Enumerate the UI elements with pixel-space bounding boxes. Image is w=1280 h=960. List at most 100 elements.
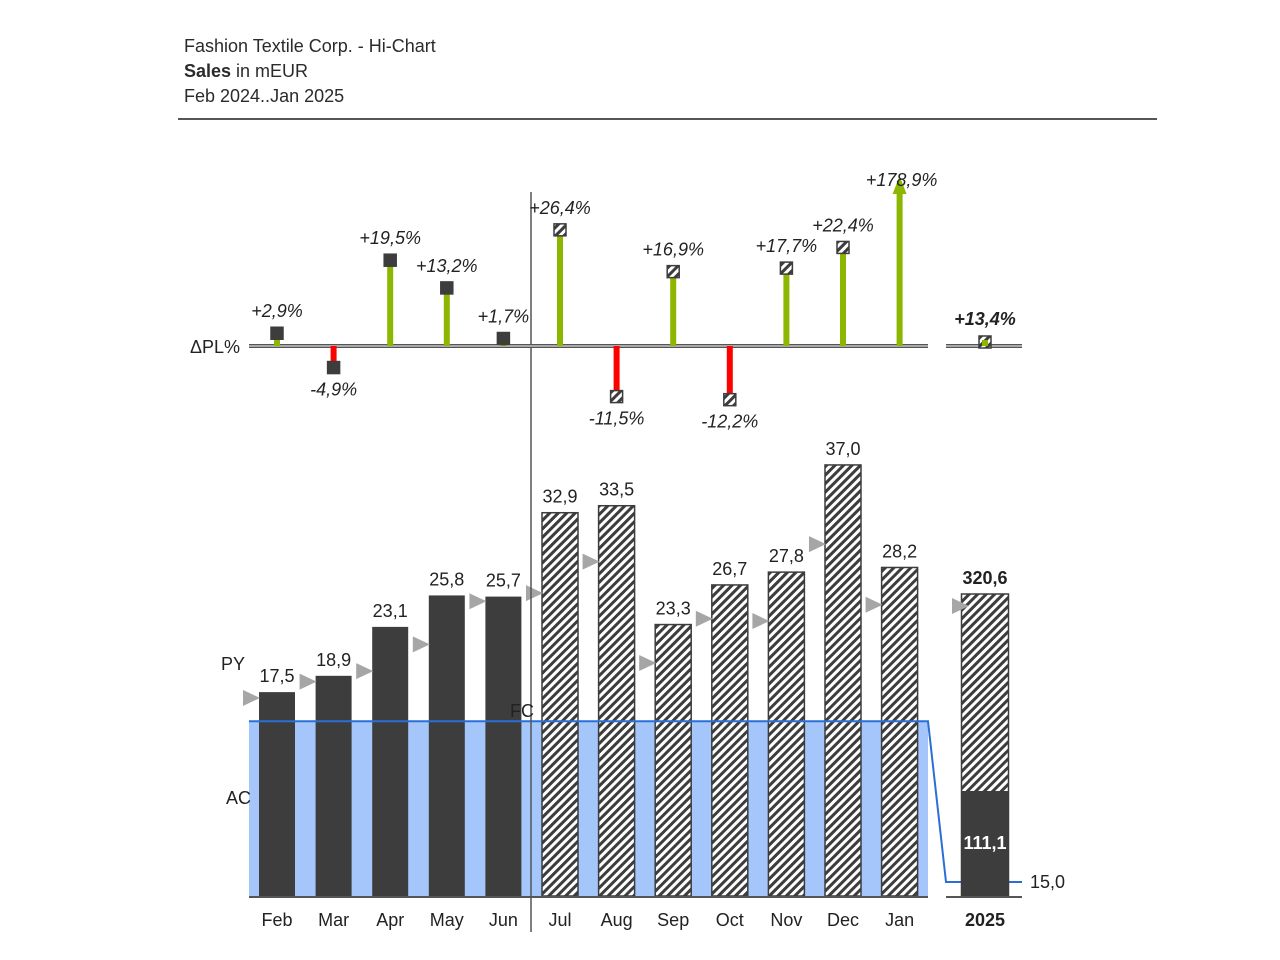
bar-value-label: 32,9 [542,487,577,507]
bar-value-label: 18,9 [316,650,351,670]
delta-clipped-arrow [892,176,907,194]
py-marker [469,593,487,610]
delta-pin-head [383,253,397,267]
bar-value-label: 23,3 [656,599,691,619]
delta-pin-head [440,281,454,295]
delta-pin-head [326,360,341,375]
x-tick-label: Mar [318,910,349,930]
py-marker [526,585,543,602]
delta-value-label: -12,2% [701,412,758,432]
delta-value-label: +19,5% [359,228,421,248]
actual-bar [372,626,409,896]
actual-bar [485,596,522,896]
bar-value-label: 37,0 [825,439,860,459]
delta-pin-head [496,331,511,346]
x-tick-label: May [430,910,464,930]
py-marker [695,610,713,627]
actual-bar [259,692,295,896]
bar-value-label: 17,5 [259,666,294,686]
delta-value-label: +17,7% [756,236,818,256]
forecast-bar [711,584,749,897]
period-label: Feb 2024..Jan 2025 [184,86,345,106]
delta-pin [613,346,620,397]
py-marker [752,613,770,630]
chart-header: Fashion Textile Corp. - Hi-Chart Sales i… [184,34,436,109]
measure-line: Sales in mEUR [184,59,436,84]
total-actual-bar [961,791,1009,896]
total-py-marker [952,598,969,614]
x-tick-label: Aug [601,910,633,930]
forecast-bar [880,566,919,897]
x-tick-label: Jul [548,910,571,930]
forecast-bar [541,511,579,897]
delta-pin [443,287,450,346]
py-marker [243,689,260,706]
x-tick-label: Sep [657,910,689,930]
company-title: Fashion Textile Corp. - Hi-Chart [184,36,436,56]
x-tick-label: Oct [716,910,744,930]
delta-pin [840,247,846,346]
delta-pin-head [723,392,737,407]
measure-unit: in mEUR [231,61,309,81]
bar-value-label: 25,7 [486,571,521,591]
bar-value-label: 26,7 [712,559,747,579]
py-marker [356,663,374,680]
bar-value-label: 25,8 [429,569,464,589]
delta-value-label: +2,9% [251,301,303,321]
x-tick-label: Jan [885,910,914,930]
py-marker [809,536,826,553]
forecast-bar [767,571,806,897]
forecast-bar [824,464,862,897]
fc-label: FC [510,701,534,721]
total-value-label: 320,6 [962,568,1007,588]
level-value-label: 15,0 [1030,872,1065,892]
measure-name: Sales [184,61,232,81]
delta-pin [783,268,790,346]
delta-value-label: +16,9% [642,240,704,260]
x-tick-label: Jun [489,910,518,930]
delta-pin [557,229,563,346]
delta-pin [896,194,903,346]
py-marker [412,636,430,653]
delta-value-label: +178,9% [866,170,938,190]
total-delta-label: +13,4% [954,309,1016,329]
delta-pin [670,271,677,346]
delta-pin-head [609,389,624,404]
delta-value-label: -11,5% [589,409,645,429]
bar-value-label: 27,8 [769,546,804,566]
total-tick-label: 2025 [965,910,1005,930]
py-marker [865,596,883,613]
bar-value-label: 33,5 [599,480,634,500]
delta-axis-label: ΔPL% [190,337,240,357]
py-marker [639,655,657,671]
x-tick-label: Feb [261,910,292,930]
py-marker [299,673,317,690]
delta-pin [330,346,337,368]
actual-bar [315,675,352,896]
delta-pin-head [836,240,850,255]
delta-pin-head [779,261,794,275]
forecast-bar [597,504,636,897]
x-tick-label: Nov [770,910,802,930]
py-marker [582,553,600,570]
ac-label: AC [226,788,251,808]
delta-pin [387,260,394,346]
delta-value-label: +13,2% [416,256,478,276]
delta-value-label: +22,4% [812,215,874,235]
delta-pin [726,346,733,400]
forecast-bar [654,623,692,897]
actual-bar [428,595,465,896]
x-tick-label: Apr [376,910,404,930]
total-ac-value-label: 111,1 [963,833,1006,853]
total-delta-pin [982,340,988,346]
delta-pin-head [666,264,680,279]
x-tick-label: Dec [827,910,859,930]
delta-pin-head [270,326,284,340]
bar-value-label: 23,1 [373,601,408,621]
delta-value-label: -4,9% [310,380,357,400]
bar-value-label: 28,2 [882,541,917,561]
delta-value-label: +26,4% [529,198,591,218]
delta-value-label: +1,7% [478,307,530,327]
py-label: PY [221,654,245,674]
